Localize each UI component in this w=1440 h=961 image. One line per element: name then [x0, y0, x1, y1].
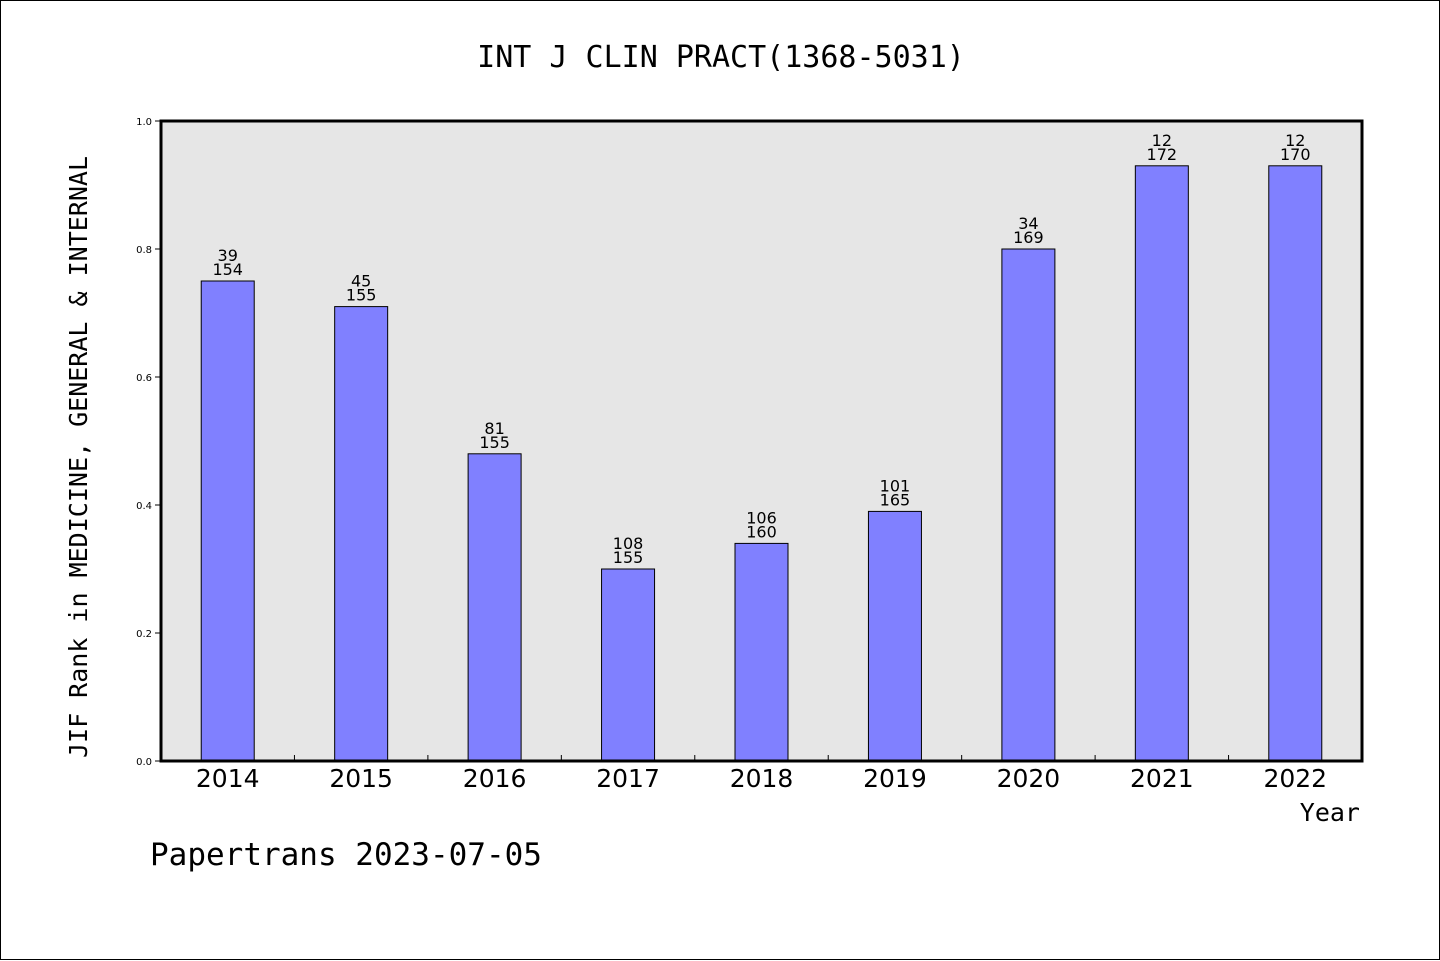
- bar-label-total: 169: [1013, 228, 1044, 247]
- bar-label-rank: 81: [484, 419, 504, 438]
- y-tick-label: 0.6: [136, 373, 152, 384]
- x-tick-label: 2020: [997, 764, 1061, 793]
- bar-label-rank: 106: [746, 508, 777, 527]
- x-tick-label: 2019: [863, 764, 927, 793]
- bar-label-total: 155: [613, 548, 644, 567]
- bar: [467, 453, 522, 762]
- y-tick-label: 0.2: [136, 629, 152, 640]
- y-axis-ticks: 0.0 0.2 0.4 0.6 0.8 1.0: [136, 117, 161, 768]
- bar-label-rank: 101: [880, 476, 911, 495]
- footer-watermark: Papertrans 2023-07-05: [150, 837, 542, 873]
- x-tick-label: 2017: [596, 764, 660, 793]
- bar: [1134, 165, 1189, 762]
- x-tick-label: 2022: [1263, 764, 1327, 793]
- bar-label-total: 160: [746, 522, 777, 541]
- x-tick-label: 2016: [463, 764, 527, 793]
- bar-label-rank: 12: [1285, 131, 1305, 150]
- bar: [200, 280, 255, 762]
- x-axis-label: Year: [1300, 798, 1360, 827]
- bar: [1001, 248, 1056, 762]
- x-tick-label: 2014: [196, 764, 260, 793]
- bar-label-rank: 39: [218, 246, 238, 265]
- bar-label-total: 154: [212, 260, 243, 279]
- bar: [334, 306, 389, 762]
- x-axis-ticks: 2014 2015 2016 2017 2018 2019 2020 2021 2022: [196, 755, 1327, 793]
- bar: [867, 510, 922, 762]
- bar-label-rank: 12: [1152, 131, 1172, 150]
- bars: [200, 165, 1323, 762]
- y-tick-label: 0.4: [136, 501, 152, 512]
- bar-label-total: 172: [1147, 145, 1178, 164]
- bar: [1268, 165, 1323, 762]
- chart-title: INT J CLIN PRACT(1368-5031): [477, 40, 965, 75]
- y-tick-label: 1.0: [136, 117, 152, 128]
- bar-label-rank: 108: [613, 534, 644, 553]
- bar: [601, 568, 656, 762]
- bar: [734, 542, 789, 762]
- bar-label-total: 155: [346, 286, 377, 305]
- bar-label-total: 155: [479, 433, 510, 452]
- bar-labels: 3915445155811551081551061601011653416912…: [212, 131, 1310, 567]
- plot-border: [159, 119, 1364, 763]
- bar-label-total: 165: [880, 490, 911, 509]
- y-tick-label: 0.8: [136, 245, 152, 256]
- bar-label-rank: 45: [351, 272, 371, 291]
- x-tick-label: 2015: [329, 764, 393, 793]
- y-tick-label: 0.0: [136, 757, 152, 768]
- x-tick-label: 2018: [730, 764, 794, 793]
- bar-label-rank: 34: [1018, 214, 1038, 233]
- y-axis-label: JIF Rank in MEDICINE, GENERAL & INTERNAL: [64, 156, 93, 758]
- x-tick-label: 2021: [1130, 764, 1194, 793]
- bar-label-total: 170: [1280, 145, 1311, 164]
